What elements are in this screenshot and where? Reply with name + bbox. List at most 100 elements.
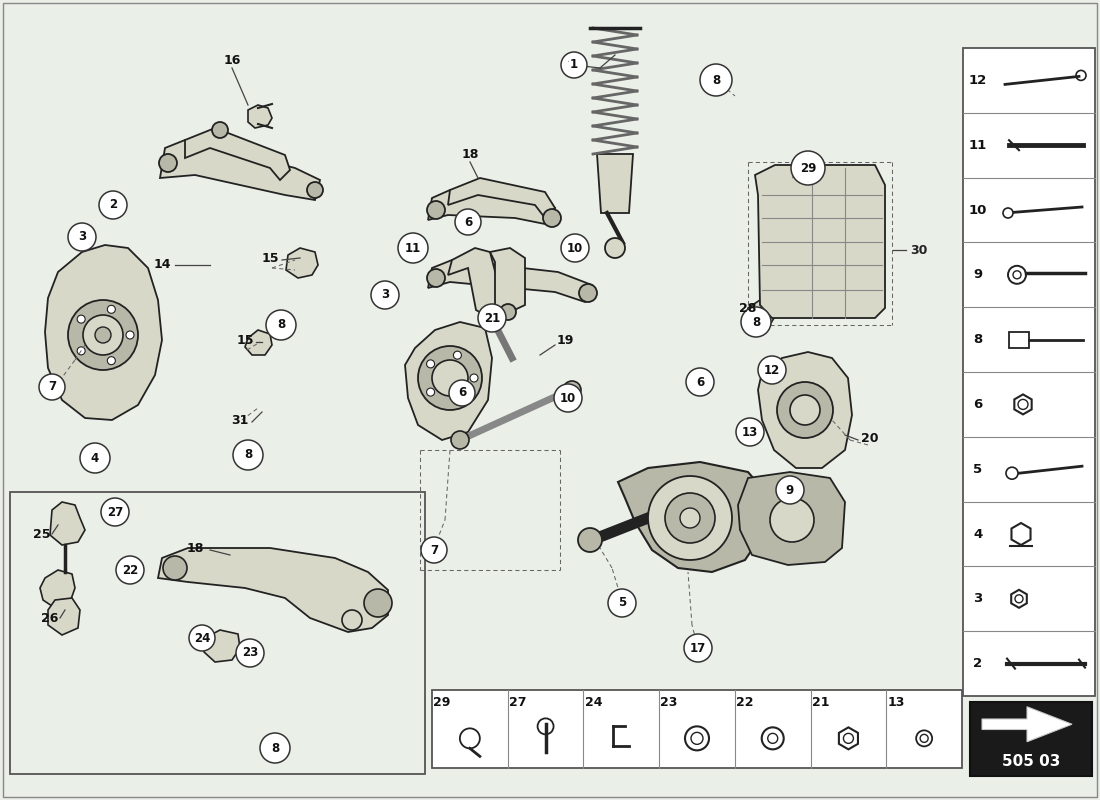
- Text: 13: 13: [888, 697, 905, 710]
- Text: 11: 11: [405, 242, 421, 254]
- Circle shape: [776, 476, 804, 504]
- Circle shape: [449, 380, 475, 406]
- Text: 21: 21: [484, 311, 500, 325]
- Circle shape: [99, 191, 127, 219]
- Circle shape: [342, 610, 362, 630]
- Circle shape: [80, 443, 110, 473]
- Text: 18: 18: [186, 542, 204, 554]
- Circle shape: [189, 625, 214, 651]
- Text: 5: 5: [974, 462, 982, 476]
- Circle shape: [686, 368, 714, 396]
- Text: 24: 24: [194, 631, 210, 645]
- Text: 28: 28: [739, 302, 757, 314]
- Circle shape: [770, 498, 814, 542]
- Text: 26: 26: [42, 611, 58, 625]
- Text: 20: 20: [861, 431, 879, 445]
- Circle shape: [736, 418, 764, 446]
- Circle shape: [758, 356, 786, 384]
- Text: 2: 2: [974, 657, 982, 670]
- Circle shape: [1008, 266, 1026, 284]
- Circle shape: [95, 327, 111, 343]
- Circle shape: [108, 306, 115, 314]
- Circle shape: [68, 300, 138, 370]
- Polygon shape: [245, 330, 272, 355]
- Text: 8: 8: [244, 449, 252, 462]
- Polygon shape: [48, 598, 80, 635]
- Circle shape: [364, 589, 392, 617]
- Circle shape: [39, 374, 65, 400]
- Polygon shape: [428, 260, 592, 302]
- Circle shape: [608, 589, 636, 617]
- Text: 6: 6: [464, 215, 472, 229]
- Circle shape: [791, 151, 825, 185]
- Circle shape: [398, 233, 428, 263]
- Text: 2: 2: [109, 198, 117, 211]
- Polygon shape: [755, 165, 886, 318]
- Circle shape: [680, 508, 700, 528]
- Text: 29: 29: [433, 697, 451, 710]
- Circle shape: [777, 382, 833, 438]
- Text: 23: 23: [242, 646, 258, 659]
- Circle shape: [160, 154, 177, 172]
- Text: 4: 4: [91, 451, 99, 465]
- Circle shape: [68, 223, 96, 251]
- Text: 18: 18: [461, 149, 478, 162]
- Circle shape: [1006, 467, 1018, 479]
- Text: 10: 10: [566, 242, 583, 254]
- Polygon shape: [40, 570, 75, 608]
- Text: 5: 5: [618, 597, 626, 610]
- Text: 11: 11: [969, 138, 987, 152]
- Text: 25: 25: [33, 527, 51, 541]
- Bar: [970, 702, 1092, 776]
- Text: 12: 12: [763, 363, 780, 377]
- Circle shape: [432, 360, 468, 396]
- Polygon shape: [738, 472, 845, 565]
- Circle shape: [260, 733, 290, 763]
- Text: 8: 8: [277, 318, 285, 331]
- Circle shape: [700, 64, 732, 96]
- Text: 10: 10: [560, 391, 576, 405]
- Circle shape: [790, 395, 820, 425]
- Text: 8: 8: [752, 315, 760, 329]
- Circle shape: [82, 315, 123, 355]
- Circle shape: [101, 498, 129, 526]
- Bar: [10, 492, 425, 774]
- Circle shape: [163, 556, 187, 580]
- Polygon shape: [248, 105, 272, 128]
- Circle shape: [563, 381, 581, 399]
- Circle shape: [116, 556, 144, 584]
- Polygon shape: [597, 154, 632, 213]
- Text: 7: 7: [430, 543, 438, 557]
- Circle shape: [579, 284, 597, 302]
- Circle shape: [427, 201, 446, 219]
- Text: 14: 14: [153, 258, 170, 271]
- Polygon shape: [286, 248, 318, 278]
- Circle shape: [1003, 208, 1013, 218]
- Circle shape: [212, 122, 228, 138]
- Text: 19: 19: [557, 334, 574, 346]
- Text: 17: 17: [690, 642, 706, 654]
- Text: 505 03: 505 03: [1002, 754, 1060, 770]
- Bar: [1009, 331, 1028, 347]
- Circle shape: [108, 357, 115, 365]
- Text: 30: 30: [910, 243, 927, 257]
- Circle shape: [684, 634, 712, 662]
- Text: 21: 21: [812, 697, 829, 710]
- Text: 10: 10: [969, 203, 987, 217]
- Circle shape: [77, 347, 85, 355]
- Text: 29: 29: [800, 162, 816, 174]
- Circle shape: [741, 307, 771, 337]
- Bar: [962, 48, 1094, 696]
- Circle shape: [500, 304, 516, 320]
- Text: 6: 6: [696, 375, 704, 389]
- Circle shape: [578, 528, 602, 552]
- Circle shape: [371, 281, 399, 309]
- Circle shape: [605, 238, 625, 258]
- Text: 22: 22: [736, 697, 754, 710]
- Polygon shape: [428, 190, 556, 225]
- Circle shape: [236, 639, 264, 667]
- Text: 8: 8: [712, 74, 720, 86]
- Circle shape: [77, 315, 85, 323]
- Circle shape: [554, 384, 582, 412]
- Text: 9: 9: [974, 268, 982, 282]
